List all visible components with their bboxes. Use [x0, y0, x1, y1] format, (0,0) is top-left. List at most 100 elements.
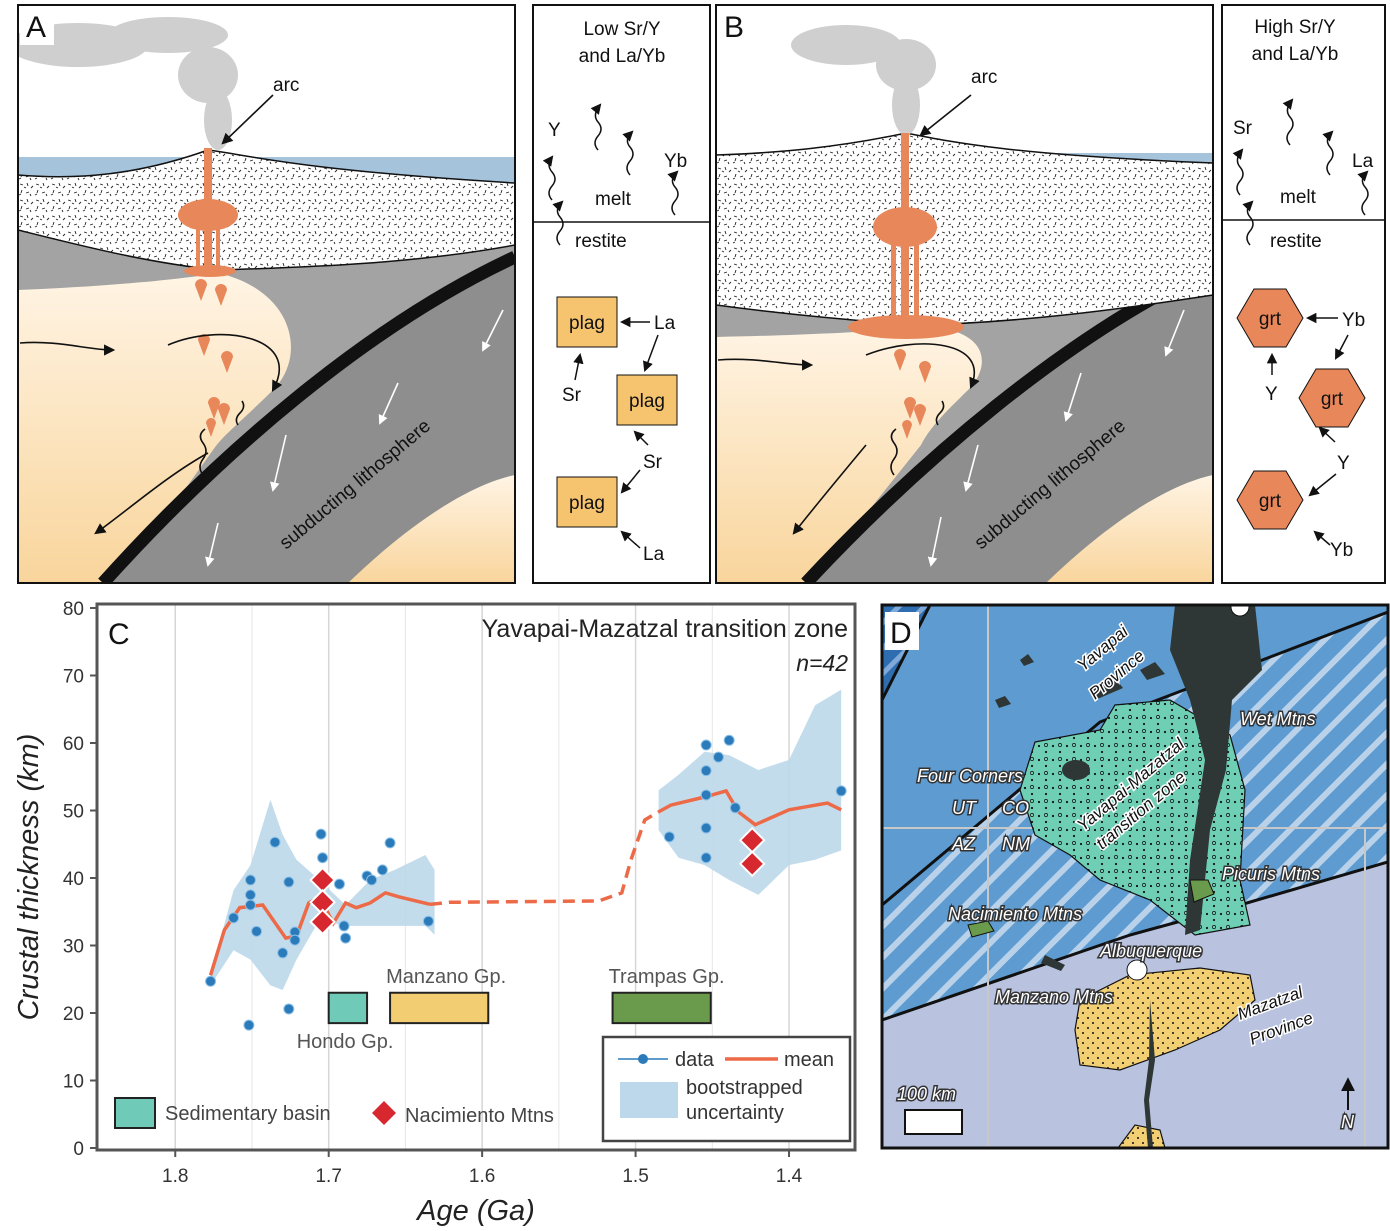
legend-label: Sedimentary basin — [165, 1103, 331, 1125]
data-point — [244, 1020, 254, 1030]
plume-cloud — [204, 90, 232, 150]
dike — [914, 240, 919, 325]
element-label: Sr — [643, 452, 663, 473]
place-label: NM — [1002, 834, 1030, 854]
element-label: Yb — [664, 151, 687, 172]
page: {"panel_a": {"label": "A", "arc": "arc",… — [0, 0, 1390, 1226]
data-point — [385, 838, 395, 848]
map: Yavapai Province Wet Mtns Four Corners U… — [882, 598, 1388, 1148]
arc-label: arc — [971, 67, 997, 88]
data-point — [377, 865, 387, 875]
panel-label: A — [26, 11, 46, 44]
city-marker — [1127, 960, 1147, 980]
data-point — [284, 877, 294, 887]
place-label: Wet Mtns — [1240, 709, 1316, 729]
data-point — [341, 933, 351, 943]
data-point — [245, 890, 255, 900]
panel-label: C — [108, 618, 130, 651]
y-tick-label: 80 — [63, 599, 84, 620]
arc-label: arc — [273, 75, 299, 96]
x-tick-label: 1.7 — [315, 1166, 341, 1187]
element-label: Y — [548, 120, 561, 141]
plume-cloud — [178, 47, 238, 103]
restite-label: restite — [575, 231, 627, 252]
data-point — [367, 875, 377, 885]
basin-bar — [390, 993, 488, 1023]
north-label: N — [1341, 1112, 1355, 1132]
plume-cloud — [892, 75, 920, 135]
panel-label: B — [724, 11, 744, 44]
data-point — [245, 900, 255, 910]
y-tick-label: 40 — [63, 869, 84, 890]
y-tick-label: 60 — [63, 734, 84, 755]
element-label: Sr — [1233, 118, 1253, 139]
mineral-label: grt — [1321, 389, 1344, 410]
data-point — [252, 926, 262, 936]
chamber — [873, 207, 937, 247]
basin-bar — [329, 993, 367, 1023]
y-tick-label: 30 — [63, 937, 84, 958]
data-point — [284, 1004, 294, 1014]
element-label: Sr — [562, 385, 582, 406]
data-point — [701, 790, 711, 800]
panel-label: D — [890, 617, 912, 650]
data-point — [724, 735, 734, 745]
element-label: Y — [1337, 453, 1350, 474]
city-marker — [1231, 598, 1249, 616]
y-tick-label: 10 — [63, 1072, 84, 1093]
place-label: Picuris Mtns — [1222, 864, 1320, 884]
place-label: Manzano Mtns — [995, 987, 1113, 1007]
inset-title: Low Sr/Y — [583, 19, 660, 40]
data-point — [290, 935, 300, 945]
element-label: La — [643, 544, 665, 565]
data-point — [701, 766, 711, 776]
data-point — [730, 803, 740, 813]
panel-b: arc subducting lithosphere B — [716, 5, 1213, 583]
sill — [184, 265, 236, 277]
mineral-label: plag — [629, 391, 665, 412]
legend-marker — [638, 1054, 648, 1064]
x-tick-label: 1.4 — [776, 1166, 803, 1187]
legend-label: Nacimiento Mtns — [405, 1105, 554, 1127]
data-point — [245, 875, 255, 885]
data-point — [334, 879, 344, 889]
inset-a: Low Sr/Y and La/Yb melt restite Y Yb La … — [533, 5, 710, 583]
data-point — [664, 832, 674, 842]
place-label: UT — [952, 798, 978, 818]
element-label: Yb — [1330, 540, 1353, 561]
place-label: CO — [1002, 798, 1029, 818]
cross-section: arc subducting lithosphere — [716, 5, 1213, 583]
element-label: La — [654, 313, 676, 334]
melt-label: melt — [595, 189, 632, 210]
x-axis-label: Age (Ga) — [415, 1195, 535, 1226]
inset-title: and La/Yb — [1252, 44, 1339, 65]
x-tick-label: 1.5 — [622, 1166, 648, 1187]
x-tick-label: 1.6 — [469, 1166, 495, 1187]
element-label: Yb — [1342, 310, 1365, 331]
mineral-label: grt — [1259, 309, 1282, 330]
data-point — [278, 948, 288, 958]
inset-b: High Sr/Y and La/Yb melt restite Sr La Y… — [1222, 5, 1385, 583]
place-label: Albuquerque — [1099, 941, 1202, 961]
figure: arc subducting lithosphere A Low Sr/Y an… — [0, 0, 1390, 1226]
panel-c: Hondo Gp.Manzano Gp.Trampas Gp. C Yavapa… — [13, 599, 855, 1226]
chart-title: Yavapai-Mazatzal transition zone — [482, 615, 848, 643]
data-point — [270, 837, 280, 847]
data-point — [318, 853, 328, 863]
legend-swatch — [620, 1082, 678, 1118]
basin-label: Manzano Gp. — [386, 966, 506, 988]
crust — [716, 133, 1213, 325]
y-tick-label: 50 — [63, 802, 84, 823]
cross-section: arc subducting lithosphere — [8, 5, 515, 583]
data-point — [701, 853, 711, 863]
chamber — [178, 199, 238, 231]
y-tick-label: 70 — [63, 667, 84, 688]
panel-a: arc subducting lithosphere A — [8, 5, 515, 583]
place-label: Four Corners — [917, 766, 1023, 786]
legend-label: bootstrapped uncertainty — [686, 1076, 851, 1126]
data-point — [206, 976, 216, 986]
basin-bar — [613, 993, 711, 1023]
mineral-label: plag — [569, 493, 605, 514]
sill — [848, 315, 964, 339]
mineral-label: plag — [569, 313, 605, 334]
